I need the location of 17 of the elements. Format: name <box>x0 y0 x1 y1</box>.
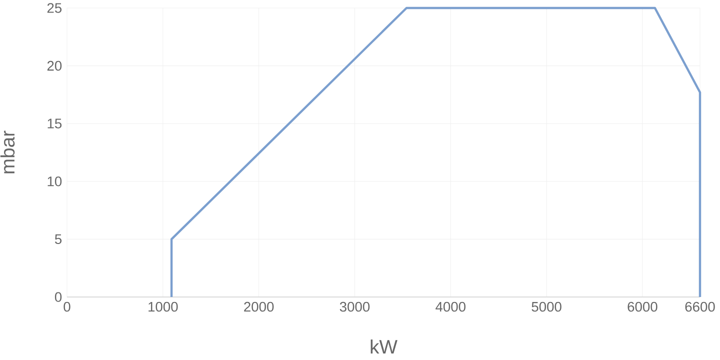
x-tick-label: 3000 <box>340 302 370 312</box>
y-tick-label: 10 <box>48 176 62 186</box>
x-tick-label: 4000 <box>436 302 466 312</box>
y-tick-label: 15 <box>48 118 62 128</box>
x-tick-label: 0 <box>64 302 70 312</box>
y-tick-label: 25 <box>47 3 62 13</box>
x-tick-label: 1000 <box>148 302 178 312</box>
x-tick-label: 6000 <box>628 302 658 312</box>
y-tick-label: 20 <box>47 60 62 71</box>
y-axis-title: mbar <box>0 130 15 174</box>
y-tick-label: 0 <box>54 292 62 302</box>
y-tick-label: 5 <box>54 234 62 244</box>
x-axis-title: kW <box>370 339 398 354</box>
x-tick-label: 2000 <box>244 302 274 312</box>
line-series <box>170 6 702 298</box>
x-tick-label: 5000 <box>532 302 562 312</box>
x-tick-label: 6600 <box>685 302 715 312</box>
